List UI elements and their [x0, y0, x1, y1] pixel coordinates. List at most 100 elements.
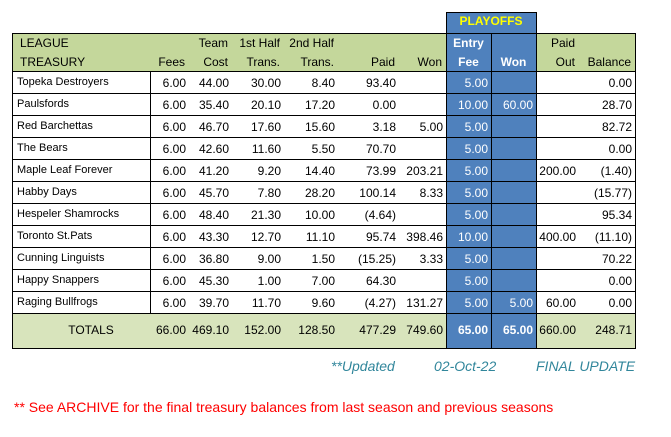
table-cell: 9.60 [311, 296, 335, 310]
table-cell: 6.00 [162, 274, 186, 288]
table-cell: 200.00 [539, 164, 576, 178]
table-cell: 95.74 [365, 230, 396, 244]
table-cell: 10.00 [457, 98, 488, 112]
table-cell: (1.40) [600, 164, 632, 178]
table-cell: 17.60 [250, 120, 281, 134]
table-cell: 14.40 [304, 164, 335, 178]
table-cell: 5.00 [464, 186, 488, 200]
table-cell: 45.30 [198, 274, 229, 288]
table-cell: 8.33 [419, 186, 443, 200]
table-cell: (11.10) [594, 230, 632, 244]
table-cell: (4.27) [364, 296, 396, 310]
table-cell: 73.99 [365, 164, 396, 178]
table-cell: 44.00 [198, 76, 229, 90]
table-cell: 46.70 [198, 120, 229, 134]
totals-cell: 660.00 [539, 323, 576, 337]
team-name-cell: Topeka Destroyers [17, 76, 109, 88]
table-cell: (15.77) [593, 186, 632, 200]
table-cell: 6.00 [162, 186, 186, 200]
table-cell: 17.20 [304, 98, 335, 112]
team-name-cell: Cunning Linguists [17, 252, 105, 264]
table-cell: 203.21 [406, 164, 443, 178]
team-name-cell: Hespeler Shamrocks [17, 208, 120, 220]
column-header: Entry [453, 36, 484, 50]
table-bottom-border [12, 348, 636, 349]
table-cell: 0.00 [372, 98, 396, 112]
playoffs-left-border [446, 12, 447, 349]
table-cell: 400.00 [539, 230, 576, 244]
table-cell: 12.70 [250, 230, 281, 244]
team-name-cell: Happy Snappers [17, 274, 99, 286]
table-cell: 5.00 [464, 164, 488, 178]
table-cell: 5.00 [464, 208, 488, 222]
table-cell: 93.40 [365, 76, 396, 90]
table-top-border [12, 33, 636, 34]
table-cell: 35.40 [198, 98, 229, 112]
table-cell: 39.70 [198, 296, 229, 310]
table-cell: 6.00 [162, 142, 186, 156]
updated-label: **Updated [331, 358, 395, 374]
row-divider [12, 71, 636, 72]
table-left-border [12, 33, 13, 349]
table-cell: 6.00 [162, 296, 186, 310]
totals-cell: 66.00 [155, 323, 186, 337]
totals-cell: 469.10 [192, 323, 229, 337]
column-header: Won [500, 55, 527, 69]
totals-cell: 128.50 [298, 323, 335, 337]
team-name-cell: The Bears [17, 142, 68, 154]
totals-cell: 248.71 [595, 323, 632, 337]
table-cell: 15.60 [304, 120, 335, 134]
column-header: Paid [550, 36, 575, 50]
archive-note: ** See ARCHIVE for the final treasury ba… [14, 399, 554, 415]
table-cell: 6.00 [162, 120, 186, 134]
totals-cell: 65.00 [502, 323, 533, 337]
playoffs-right-border [536, 12, 537, 349]
table-cell: 45.70 [198, 186, 229, 200]
table-cell: 1.50 [311, 252, 335, 266]
playoffs-inner-divider [491, 33, 492, 349]
table-cell: 11.70 [251, 296, 281, 310]
table-cell: 1.00 [257, 274, 281, 288]
team-name-cell: Toronto St.Pats [17, 230, 93, 242]
row-divider [12, 159, 636, 160]
table-cell: 5.50 [311, 142, 335, 156]
table-cell: 95.34 [601, 208, 632, 222]
row-divider [12, 247, 636, 248]
column-header: Trans. [246, 55, 280, 69]
table-cell: 60.00 [502, 98, 533, 112]
table-cell: 0.00 [608, 76, 632, 90]
playoffs-top-border [446, 12, 537, 13]
table-cell: 5.00 [464, 76, 488, 90]
table-cell: 5.00 [419, 120, 443, 134]
table-cell: (15.25) [357, 252, 396, 266]
table-cell: 10.00 [304, 208, 335, 222]
column-header: Fee [458, 55, 479, 69]
row-divider [12, 203, 636, 204]
table-cell: 21.30 [250, 208, 281, 222]
column-header: Balance [587, 55, 631, 69]
table-cell: 6.00 [162, 208, 186, 222]
table-cell: 5.00 [464, 252, 488, 266]
table-cell: 398.46 [406, 230, 443, 244]
row-divider [12, 291, 636, 292]
playoffs-label: PLAYOFFS [459, 14, 523, 28]
table-cell: 8.40 [311, 76, 335, 90]
team-name-cell: Paulsfords [17, 98, 69, 110]
team-name-cell: Raging Bullfrogs [17, 296, 98, 308]
table-cell: 5.00 [464, 142, 488, 156]
table-cell: (4.64) [364, 208, 396, 222]
table-cell: 36.80 [198, 252, 229, 266]
column-header: TREASURY [20, 55, 86, 69]
table-cell: 6.00 [162, 76, 186, 90]
table-cell: 30.00 [250, 76, 281, 90]
table-cell: 7.80 [257, 186, 281, 200]
table-cell: 0.00 [608, 142, 632, 156]
table-cell: 82.72 [601, 120, 632, 134]
table-cell: 48.40 [198, 208, 229, 222]
totals-label: TOTALS [68, 323, 114, 337]
table-cell: 6.00 [162, 98, 186, 112]
table-cell: 9.20 [257, 164, 281, 178]
row-divider [12, 115, 636, 116]
final-update-label: FINAL UPDATE [536, 358, 636, 374]
